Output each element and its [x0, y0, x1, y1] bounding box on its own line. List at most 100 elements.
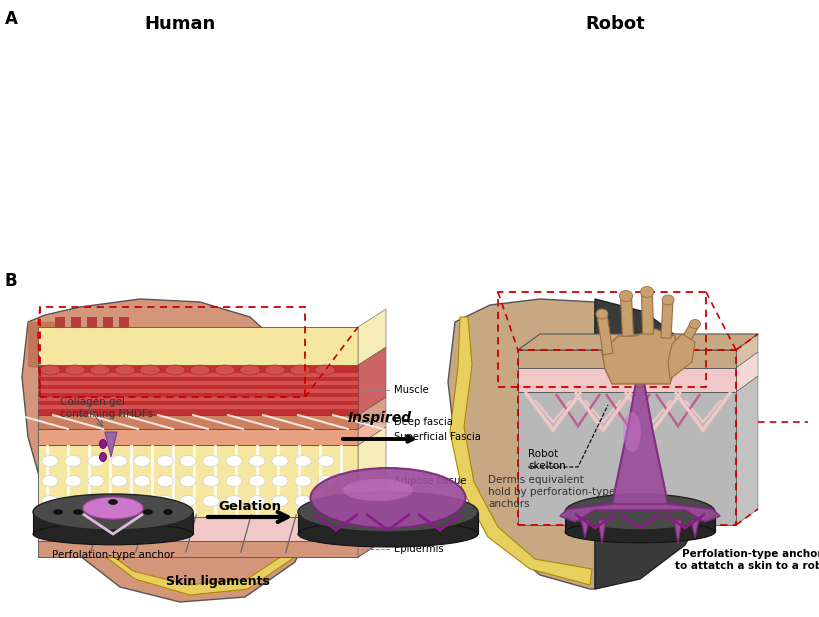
Polygon shape — [38, 539, 386, 557]
Bar — [38, 373, 358, 377]
Polygon shape — [581, 520, 588, 538]
Ellipse shape — [180, 455, 196, 466]
Text: Robot: Robot — [585, 15, 644, 33]
Ellipse shape — [318, 455, 333, 466]
Polygon shape — [559, 504, 719, 522]
Bar — [38, 517, 358, 541]
Ellipse shape — [240, 365, 260, 375]
Ellipse shape — [42, 495, 58, 507]
Bar — [518, 368, 735, 392]
Polygon shape — [358, 309, 386, 365]
Bar — [340, 445, 342, 517]
Ellipse shape — [165, 365, 185, 375]
Ellipse shape — [290, 365, 310, 375]
Bar — [130, 445, 133, 517]
Polygon shape — [28, 322, 55, 369]
Ellipse shape — [249, 476, 265, 486]
Ellipse shape — [65, 476, 81, 486]
Bar — [46, 445, 49, 517]
Ellipse shape — [226, 495, 242, 507]
Ellipse shape — [90, 365, 110, 375]
Ellipse shape — [295, 495, 310, 507]
Ellipse shape — [342, 479, 413, 501]
Ellipse shape — [564, 521, 714, 543]
Polygon shape — [358, 347, 386, 415]
Bar — [119, 317, 129, 377]
Ellipse shape — [604, 411, 675, 483]
Ellipse shape — [318, 476, 333, 486]
Ellipse shape — [133, 455, 150, 466]
Bar — [38, 327, 358, 365]
Polygon shape — [447, 299, 595, 589]
Ellipse shape — [226, 455, 242, 466]
Polygon shape — [667, 334, 695, 379]
Text: Perfolation-type anchors
to attatch a skin to a robot: Perfolation-type anchors to attatch a sk… — [674, 549, 819, 571]
Ellipse shape — [108, 500, 117, 505]
Bar — [38, 415, 358, 429]
Bar — [38, 445, 358, 517]
Polygon shape — [620, 296, 633, 336]
Bar — [38, 365, 358, 415]
Bar — [151, 445, 154, 517]
Polygon shape — [735, 334, 757, 368]
Ellipse shape — [203, 455, 219, 466]
Polygon shape — [597, 520, 605, 544]
Ellipse shape — [111, 476, 127, 486]
Text: Skin ligaments: Skin ligaments — [166, 575, 269, 588]
Ellipse shape — [297, 492, 477, 532]
Bar — [497, 292, 705, 387]
Ellipse shape — [204, 411, 226, 433]
Bar — [55, 317, 65, 377]
Polygon shape — [358, 523, 386, 557]
Bar — [38, 405, 358, 409]
Polygon shape — [735, 352, 757, 392]
Ellipse shape — [595, 309, 607, 319]
Ellipse shape — [42, 476, 58, 486]
Polygon shape — [358, 499, 386, 541]
Bar — [172, 445, 174, 517]
Bar — [38, 429, 358, 445]
Ellipse shape — [156, 476, 173, 486]
Text: Collagen gel
containing NHDFs: Collagen gel containing NHDFs — [60, 397, 153, 418]
Ellipse shape — [203, 495, 219, 507]
Polygon shape — [358, 411, 386, 445]
Ellipse shape — [249, 455, 265, 466]
Bar — [38, 397, 358, 401]
Polygon shape — [450, 317, 591, 585]
Text: Deep fascia: Deep fascia — [393, 417, 452, 427]
Polygon shape — [601, 329, 677, 384]
Polygon shape — [105, 432, 117, 457]
Ellipse shape — [88, 476, 104, 486]
Bar — [38, 381, 358, 385]
Ellipse shape — [640, 286, 653, 297]
Polygon shape — [596, 313, 612, 355]
Ellipse shape — [42, 455, 58, 466]
Bar — [518, 350, 735, 525]
Ellipse shape — [140, 365, 160, 375]
Ellipse shape — [163, 510, 172, 515]
Ellipse shape — [272, 495, 287, 507]
Text: Adipose tissue: Adipose tissue — [393, 476, 466, 486]
Ellipse shape — [33, 523, 192, 545]
Ellipse shape — [689, 320, 699, 328]
Text: Inspired: Inspired — [347, 411, 411, 425]
Ellipse shape — [83, 497, 143, 519]
Polygon shape — [518, 334, 757, 350]
Ellipse shape — [65, 365, 85, 375]
Polygon shape — [358, 427, 386, 517]
Text: B: B — [5, 272, 17, 290]
Ellipse shape — [310, 468, 465, 528]
Polygon shape — [595, 299, 719, 589]
Bar — [518, 392, 735, 525]
Polygon shape — [673, 322, 698, 356]
Text: Robot
skelton: Robot skelton — [527, 449, 565, 471]
Text: Perfolation-type anchor: Perfolation-type anchor — [52, 550, 174, 560]
Ellipse shape — [272, 476, 287, 486]
Ellipse shape — [115, 365, 135, 375]
Ellipse shape — [156, 455, 173, 466]
Polygon shape — [660, 300, 672, 338]
Bar — [88, 445, 91, 517]
Ellipse shape — [661, 295, 673, 305]
Text: A: A — [5, 10, 18, 28]
Ellipse shape — [295, 455, 310, 466]
